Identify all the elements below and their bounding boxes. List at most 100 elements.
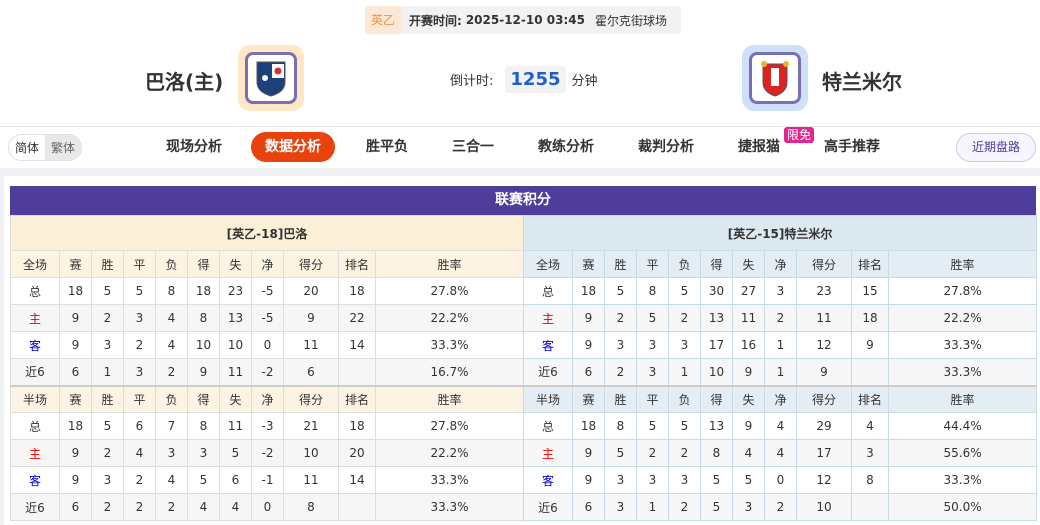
stat-cell: 44.4%	[887, 412, 1038, 440]
home-team-crest[interactable]	[238, 45, 304, 111]
stat-cell: 11	[219, 412, 252, 440]
stat-cell: 27.8%	[374, 412, 525, 440]
table-row: 近6 6 2 2 2 4 4 0 8 33.3%	[10, 493, 525, 521]
stat-cell: 3	[91, 466, 124, 494]
column-header: 赛	[59, 384, 92, 413]
away-team-name[interactable]: 特兰米尔	[822, 70, 902, 94]
stat-cell: 2	[668, 439, 701, 467]
stat-cell: 6	[123, 412, 156, 440]
stat-cell: 3	[123, 304, 156, 332]
stat-cell: 3	[604, 466, 637, 494]
tab-expert-picks[interactable]: 高手推荐	[824, 139, 880, 155]
table-row: 总 18 5 8 5 30 27 3 23 15 27.8%	[523, 277, 1038, 305]
stat-cell: 23	[796, 277, 852, 305]
stat-cell: 27.8%	[374, 277, 525, 305]
column-header: 胜	[604, 384, 637, 413]
stat-cell: 2	[91, 304, 124, 332]
stat-cell: 2	[155, 358, 188, 386]
stat-cell: 12	[796, 331, 852, 359]
stat-cell: 9	[59, 304, 92, 332]
stat-cell: 18	[187, 277, 220, 305]
stat-cell: 9	[572, 304, 605, 332]
stat-cell: 8	[636, 277, 669, 305]
stat-cell: 2	[91, 493, 124, 521]
table-row: 总 18 5 6 7 8 11 -3 21 18 27.8%	[10, 412, 525, 440]
tab-1x2[interactable]: 胜平负	[366, 139, 408, 155]
tab-coach-analysis[interactable]: 教练分析	[538, 139, 594, 155]
stat-cell: 18	[851, 304, 889, 332]
countdown-unit: 分钟	[571, 74, 598, 89]
away-team-crest[interactable]	[742, 45, 808, 111]
league-tag[interactable]: 英乙	[365, 6, 402, 34]
stat-cell: 8	[700, 439, 733, 467]
stat-cell: 2	[123, 493, 156, 521]
stat-cell: 11	[283, 331, 339, 359]
tab-data-analysis[interactable]: 数据分析	[251, 132, 335, 162]
section-label: 半场	[523, 384, 573, 413]
column-header: 胜	[91, 384, 124, 413]
stat-cell: 4	[155, 466, 188, 494]
stat-cell: 5	[604, 439, 637, 467]
stat-cell	[338, 358, 376, 386]
table-row: 近6 6 1 3 2 9 11 -2 6 16.7%	[10, 358, 525, 386]
column-header: 平	[636, 384, 669, 413]
table-row: 近6 6 3 1 2 5 3 2 10 50.0%	[523, 493, 1038, 521]
tab-three-in-one[interactable]: 三合一	[452, 139, 494, 155]
simplified-button[interactable]: 简体	[15, 141, 40, 155]
stat-cell: 6	[572, 358, 605, 386]
row-label: 近6	[523, 358, 573, 386]
tab-referee-analysis[interactable]: 裁判分析	[638, 139, 694, 155]
stat-cell: 10	[700, 358, 733, 386]
stat-cell: 16	[732, 331, 765, 359]
stat-cell: 12	[796, 466, 852, 494]
stat-cell: 13	[219, 304, 252, 332]
row-label: 主	[523, 304, 573, 332]
table-row: 主 9 2 3 4 8 13 -5 9 22 22.2%	[10, 304, 525, 332]
stat-cell: 8	[155, 277, 188, 305]
stat-cell: 10	[796, 493, 852, 521]
column-header: 胜率	[374, 384, 525, 413]
stat-cell: 3	[604, 493, 637, 521]
stat-cell: 23	[219, 277, 252, 305]
stat-cell: 20	[283, 277, 339, 305]
match-info-bar: 英乙 开赛时间: 2025-12-10 03:45 霍尔克街球场	[365, 6, 681, 34]
stat-cell: 4	[851, 412, 889, 440]
team-caption: [英乙-18]巴洛	[9, 215, 525, 251]
stat-cell: 8	[187, 304, 220, 332]
recent-odds-button[interactable]: 近期盘路	[956, 133, 1036, 162]
countdown: 倒计时: 1255 分钟	[450, 66, 598, 93]
row-label: 客	[523, 466, 573, 494]
home-team-name[interactable]: 巴洛(主)	[145, 70, 224, 94]
stat-cell: 9	[572, 331, 605, 359]
tab-live-analysis[interactable]: 现场分析	[166, 139, 222, 155]
stat-cell: 1	[636, 493, 669, 521]
stat-cell: 5	[636, 304, 669, 332]
stat-cell: 17	[700, 331, 733, 359]
stat-cell: -3	[251, 412, 284, 440]
row-label: 主	[10, 304, 60, 332]
stat-cell: 9	[59, 466, 92, 494]
stat-cell: 5	[700, 466, 733, 494]
stat-cell: 3	[764, 277, 797, 305]
traditional-button[interactable]: 繁体	[45, 135, 82, 160]
stat-cell: 4	[123, 439, 156, 467]
stat-cell: -1	[251, 466, 284, 494]
stat-cell: 3	[732, 493, 765, 521]
row-label: 客	[10, 466, 60, 494]
venue: 霍尔克街球场	[594, 13, 667, 28]
column-header: 得分	[283, 384, 339, 413]
section-label: 半场	[10, 384, 60, 413]
stat-cell: 2	[123, 466, 156, 494]
tab-jiebaomao[interactable]: 捷报猫	[738, 139, 780, 155]
stat-cell: 3	[187, 439, 220, 467]
stat-cell: 3	[91, 331, 124, 359]
column-header: 负	[668, 384, 701, 413]
table-row: 总 18 5 5 8 18 23 -5 20 18 27.8%	[10, 277, 525, 305]
row-label: 客	[523, 331, 573, 359]
stat-cell	[338, 493, 376, 521]
table-row: 客 9 3 3 3 17 16 1 12 9 33.3%	[523, 331, 1038, 359]
stat-cell: 10	[187, 331, 220, 359]
column-header: 排名	[851, 384, 889, 413]
column-header: 胜	[91, 250, 124, 278]
stat-cell: 4	[732, 439, 765, 467]
